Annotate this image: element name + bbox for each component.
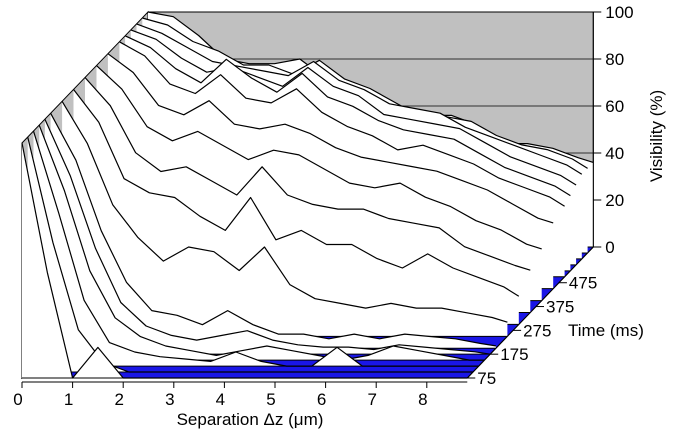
series-line-t300: [73, 89, 520, 297]
chart-labels: Separation Δz (μm) Time (ms) Visibility …: [13, 3, 666, 429]
x-tick-label: 2: [114, 390, 123, 409]
series-fill-t250: [62, 101, 508, 337]
x-tick-label: 0: [13, 390, 22, 409]
series-line-t400: [96, 65, 542, 250]
series-line-t575: [136, 23, 583, 175]
z-tick-label: 60: [605, 97, 624, 116]
z-tick-label: 40: [605, 144, 624, 163]
z-tick-label: 0: [605, 238, 614, 257]
series-line-t350: [84, 77, 531, 271]
x-tick-label: 8: [418, 390, 427, 409]
series-line-t550: [130, 29, 577, 186]
series-line-t250: [61, 100, 508, 323]
z-tick-label: 100: [605, 3, 633, 22]
z-tick-label: 20: [605, 191, 624, 210]
chart-axes: [21, 11, 602, 388]
chart-series: [21, 11, 594, 379]
time-tick-label: 475: [569, 274, 597, 293]
time-axis-line: [466, 246, 594, 379]
series-line-t525: [124, 35, 571, 197]
series-line-t500: [119, 41, 565, 207]
x-axis-title: Separation Δz (μm): [177, 410, 324, 429]
series-line-t600: [142, 17, 588, 169]
x-tick-label: 6: [317, 390, 326, 409]
time-tick-label: 175: [500, 345, 528, 364]
x-tick-label: 1: [64, 390, 73, 409]
time-tick-label: 75: [477, 369, 496, 388]
series-line-t150: [38, 124, 485, 361]
series-fill-t100: [27, 137, 473, 372]
x-tick-label: 4: [216, 390, 225, 409]
z-tick-label: 80: [605, 50, 624, 69]
series-line-t200: [50, 112, 496, 347]
z-axis-title: Visibility (%): [647, 90, 666, 182]
time-tick-label: 275: [523, 321, 551, 340]
x-tick-label: 3: [165, 390, 174, 409]
x-tick-label: 7: [367, 390, 376, 409]
series-line-t450: [107, 53, 554, 224]
y-axis-title: Time (ms): [568, 321, 644, 340]
x-tick-label: 5: [266, 390, 275, 409]
time-tick-label: 375: [546, 298, 574, 317]
series-line-t175: [44, 118, 491, 355]
